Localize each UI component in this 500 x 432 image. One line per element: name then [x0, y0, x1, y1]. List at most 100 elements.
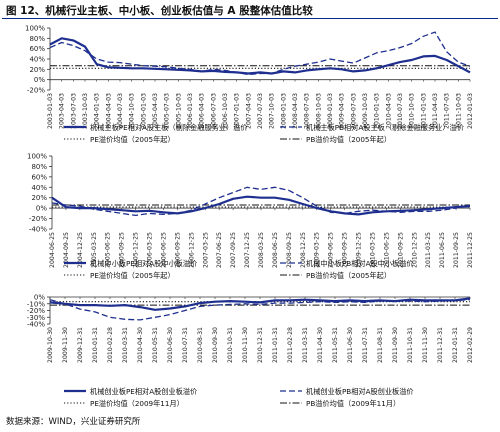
c1-x-tick-label: 2010-12-25 — [411, 232, 418, 268]
c1-x-tick-label: 2004-12-25 — [77, 232, 84, 268]
c1-y-tick-label: -40% — [29, 226, 47, 234]
c1-legend-label: PE溢价均值（2005年起） — [90, 271, 175, 280]
c1-x-tick-label: 2010-09-25 — [397, 232, 404, 268]
c2-x-tick-label: 2010-06-30 — [167, 327, 174, 363]
c0-x-tick-label: 2008-01-03 — [280, 93, 287, 129]
c1-x-tick-label: 2010-03-25 — [369, 232, 376, 268]
c0-x-tick-label: 2006-10-03 — [222, 93, 229, 129]
c2-series-solid — [49, 297, 471, 311]
c1-x-tick-label: 2009-03-25 — [314, 232, 321, 268]
c2-legend-label: PE溢价均值（2009年11月） — [90, 399, 184, 408]
c1-x-tick-label: 2008-06-25 — [272, 232, 279, 268]
c2-x-tick-label: 2010-08-31 — [197, 327, 204, 363]
c1-x-tick-label: 2005-06-25 — [105, 232, 112, 268]
c2-y-tick-label: -10% — [27, 300, 45, 308]
c2-x-tick-label: 2011-09-30 — [392, 327, 399, 363]
c1-x-tick-label: 2005-12-25 — [133, 232, 140, 268]
c0-x-tick-label: 2005-01-03 — [140, 93, 147, 129]
c0-x-tick-label: 2003-10-03 — [82, 93, 89, 129]
c0-x-tick-label: 2011-07-03 — [444, 93, 451, 129]
c0-x-tick-label: 2011-10-03 — [455, 93, 462, 129]
c1-x-tick-label: 2011-06-25 — [439, 232, 446, 268]
c0-x-tick-label: 2006-04-03 — [199, 93, 206, 129]
c2-x-tick-label: 2010-07-31 — [182, 327, 189, 363]
c1-x-tick-label: 2007-03-25 — [202, 232, 209, 268]
c2-x-tick-label: 2011-07-31 — [362, 327, 369, 363]
c0-x-tick-label: 2009-10-03 — [362, 93, 369, 129]
c2-x-tick-label: 2010-10-31 — [227, 327, 234, 363]
c1-x-tick-label: 2011-03-25 — [425, 232, 432, 268]
c1-x-tick-label: 2011-09-25 — [453, 232, 460, 268]
c1-y-tick-label: 0% — [36, 205, 47, 213]
c2-x-tick-label: 2011-10-31 — [407, 327, 414, 363]
c2-x-tick-label: 2010-05-31 — [152, 327, 159, 363]
c0-x-tick-label: 2010-04-03 — [385, 93, 392, 129]
c2-x-tick-label: 2010-04-30 — [137, 327, 144, 363]
c0-x-tick-label: 2003-04-03 — [59, 93, 66, 129]
c2-x-tick-label: 2010-03-31 — [122, 327, 129, 363]
c0-y-tick-label: 100% — [25, 25, 45, 33]
c0-x-tick-label: 2006-07-03 — [210, 93, 217, 129]
c1-x-tick-label: 2006-03-25 — [147, 232, 154, 268]
c2-x-tick-label: 2012-01-31 — [452, 327, 459, 363]
c1-x-tick-label: 2010-06-25 — [383, 232, 390, 268]
c1-x-tick-label: 2004-06-25 — [49, 232, 56, 268]
c0-legend-label: 机械主板PB相对A股主板（剔除金融服务业）溢价 — [306, 123, 464, 132]
c1-y-tick-label: 100% — [27, 153, 47, 161]
c1-x-tick-label: 2008-09-25 — [286, 232, 293, 268]
c2-x-tick-label: 2011-01-31 — [272, 327, 279, 363]
c1-series-solid — [51, 195, 471, 216]
c0-x-tick-label: 2010-01-03 — [374, 93, 381, 129]
c2-x-tick-label: 2011-02-28 — [287, 327, 294, 363]
c0-x-tick-label: 2003-07-03 — [70, 93, 77, 129]
c0-x-tick-label: 2009-01-03 — [327, 93, 334, 129]
c2-legend-label: 机械创业板PB相对A股创业板溢价 — [306, 387, 414, 396]
c1-y-tick-label: 80% — [31, 163, 47, 171]
c0-x-tick-label: 2007-10-03 — [269, 93, 276, 129]
c0-x-tick-label: 2008-07-03 — [304, 93, 311, 129]
c0-y-tick-label: 60% — [29, 45, 45, 53]
c0-x-tick-label: 2009-07-03 — [350, 93, 357, 129]
c0-x-tick-label: 2004-10-03 — [129, 93, 136, 129]
c1-y-tick-label: 60% — [31, 173, 47, 181]
c2-x-tick-label: 2010-02-28 — [107, 327, 114, 363]
c2-y-tick-label: 0% — [34, 294, 45, 302]
c0-y-tick-label: 80% — [29, 35, 45, 43]
c2-x-tick-label: 2011-04-30 — [317, 327, 324, 363]
c0-x-tick-label: 2010-10-03 — [409, 93, 416, 129]
figure-title: 图 12、机械行业主板、中小板、创业板估值与 A 股整体估值比较 — [6, 5, 313, 17]
c1-y-tick-label: -20% — [29, 215, 47, 223]
c1-x-tick-label: 2005-09-25 — [119, 232, 126, 268]
c0-x-tick-label: 2010-07-03 — [397, 93, 404, 129]
c2-legend-label: 机械创业板PE相对A股创业板溢价 — [90, 387, 197, 396]
c2-x-tick-label: 2011-12-31 — [437, 327, 444, 363]
c0-legend-label: PB溢价均值（2005年起） — [306, 135, 391, 144]
c1-x-tick-label: 2011-12-25 — [467, 232, 474, 268]
title-underline — [2, 18, 498, 19]
c0-legend-label: PE溢价均值（2005年起） — [90, 135, 175, 144]
c1-x-tick-label: 2006-06-25 — [160, 232, 167, 268]
c0-legend-label: 机械主板PE相对A股主板（剔除金融服务业）溢价 — [90, 123, 248, 132]
c2-x-tick-label: 2011-06-30 — [347, 327, 354, 363]
c1-x-tick-label: 2004-09-25 — [63, 232, 70, 268]
c2-x-tick-label: 2010-12-31 — [257, 327, 264, 363]
c2-x-tick-label: 2011-11-30 — [422, 327, 429, 363]
c1-x-tick-label: 2008-12-25 — [300, 232, 307, 268]
c0-x-tick-label: 2004-07-03 — [117, 93, 124, 129]
chart-gemboard: 0%-10%-20%-30%-40%2009-10-30 2009-11-30 20… — [27, 294, 474, 409]
c0-x-tick-label: 2003-01-03 — [47, 93, 54, 129]
c0-x-tick-label: 2008-10-03 — [315, 93, 322, 129]
c0-y-tick-label: 20% — [29, 66, 45, 74]
c1-x-tick-label: 2005-03-25 — [91, 232, 98, 268]
c0-x-tick-label: 2011-04-03 — [432, 93, 439, 129]
c0-x-tick-label: 2004-04-03 — [105, 93, 112, 129]
c1-x-tick-label: 2006-12-25 — [188, 232, 195, 268]
c0-x-tick-label: 2006-01-03 — [187, 93, 194, 129]
c2-y-tick-label: -40% — [27, 321, 45, 329]
c2-x-tick-label: 2011-03-31 — [302, 327, 309, 363]
c0-x-tick-label: 2007-07-03 — [257, 93, 264, 129]
c1-series-dash — [51, 186, 471, 217]
c1-x-tick-label: 2009-09-25 — [342, 232, 349, 268]
c1-legend-label: PB溢价均值（2005年起） — [306, 271, 391, 280]
c1-x-tick-label: 2009-12-25 — [356, 232, 363, 268]
